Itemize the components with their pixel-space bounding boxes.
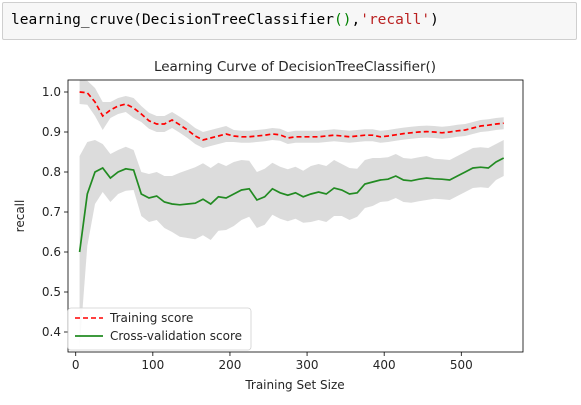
band-cross-validation [79,140,504,348]
y-tick-label: 1.0 [42,85,61,99]
code-func-name: learning_cruve [11,12,134,28]
chart-title: Learning Curve of DecisionTreeClassifier… [154,59,436,75]
legend-training-label: Training score [109,311,193,325]
x-tick-label: 100 [141,358,164,372]
y-tick-label: 0.5 [42,285,61,299]
series-line-cross-validation [78,157,505,253]
y-tick-label: 0.6 [42,245,61,259]
code-arg-metric: 'recall' [360,12,431,28]
learning-curve-chart: Learning Curve of DecisionTreeClassifier… [13,59,524,392]
x-tick-label: 400 [373,358,396,372]
legend-box [67,307,252,351]
code-cell[interactable]: learning_cruve(DecisionTreeClassifier(),… [2,2,577,40]
x-tick-label: 0 [72,358,80,372]
y-tick-label: 0.9 [42,125,61,139]
code-close-paren: ) [430,12,439,28]
x-tick-label: 200 [218,358,241,372]
y-tick-label: 0.4 [42,325,61,339]
x-tick-label: 500 [450,358,473,372]
code-line: learning_cruve(DecisionTreeClassifier(),… [11,12,439,28]
band-training [79,80,504,148]
legend: Training score Cross-validation score [67,307,252,351]
code-open-paren: ( [133,12,142,28]
legend-cv-label: Cross-validation score [110,329,242,343]
y-axis-label: recall [13,200,27,233]
code-comma: , [351,12,361,28]
y-tick-label: 0.7 [42,205,61,219]
code-arg-class: DecisionTreeClassifier [141,12,335,28]
code-arg-call: () [334,12,352,28]
x-axis-label: Training Set Size [244,378,344,392]
series-line-training [79,91,504,141]
x-tick-label: 300 [296,358,319,372]
plot-area-frame [67,79,524,353]
y-tick-label: 0.8 [42,165,61,179]
